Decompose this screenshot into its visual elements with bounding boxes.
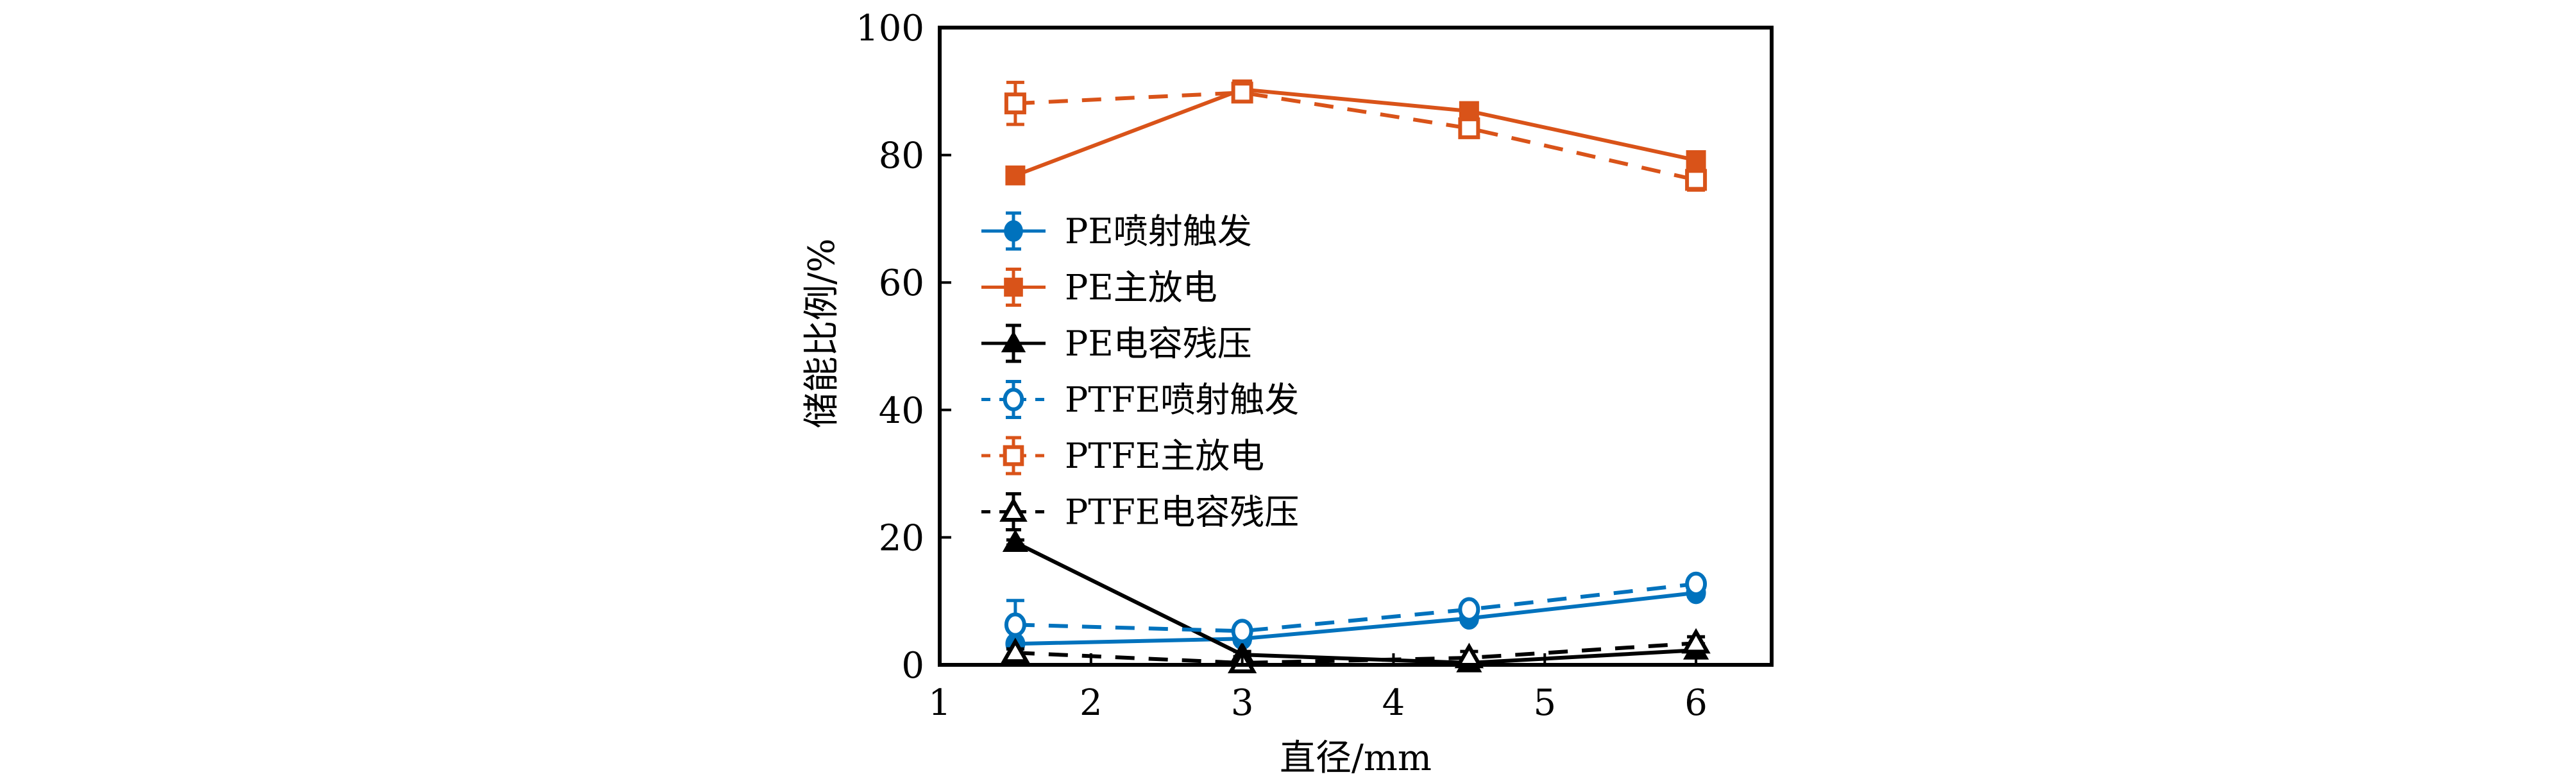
legend-label: PE喷射触发 bbox=[1065, 211, 1252, 252]
legend-label: PTFE电容残压 bbox=[1065, 492, 1299, 533]
legend-item: PTFE喷射触发 bbox=[981, 380, 1299, 420]
series-layer bbox=[1001, 79, 1711, 674]
data-point bbox=[1681, 628, 1711, 654]
x-tick-label: 5 bbox=[1533, 682, 1556, 724]
x-tick-label: 6 bbox=[1684, 682, 1707, 724]
legend-item: PE喷射触发 bbox=[981, 211, 1252, 252]
data-point bbox=[1459, 101, 1479, 121]
legend: PE喷射触发 PE主放电 PE电容残压 PTFE喷射触发 PTFE主放电 PTFE电容残压 bbox=[981, 211, 1299, 533]
legend-item: PE主放电 bbox=[981, 268, 1217, 308]
data-point bbox=[1231, 82, 1253, 104]
y-tick-label: 40 bbox=[879, 390, 924, 432]
y-tick-label: 80 bbox=[879, 135, 924, 177]
legend-marker bbox=[1001, 330, 1026, 352]
y-tick-label: 60 bbox=[879, 262, 924, 304]
data-point bbox=[1685, 169, 1707, 191]
data-point bbox=[1004, 92, 1026, 115]
x-tick-label: 3 bbox=[1231, 682, 1254, 724]
series-line bbox=[1015, 581, 1697, 633]
data-point bbox=[1458, 117, 1480, 139]
series-line bbox=[1015, 641, 1697, 665]
legend-item: PTFE电容残压 bbox=[981, 492, 1299, 533]
legend-label: PTFE主放电 bbox=[1065, 436, 1264, 476]
x-tick-label: 2 bbox=[1080, 682, 1103, 724]
y-axis-title: 储能比例/% bbox=[801, 238, 843, 428]
data-point bbox=[1005, 165, 1026, 185]
y-tick-label: 20 bbox=[879, 517, 924, 559]
data-point bbox=[1004, 612, 1026, 637]
series-line bbox=[1015, 590, 1697, 646]
legend-item: PE电容残压 bbox=[981, 323, 1252, 364]
legend-item: PTFE主放电 bbox=[981, 436, 1264, 476]
series-5 bbox=[1004, 80, 1707, 192]
x-axis-title: 直径/mm bbox=[1280, 737, 1432, 779]
data-point bbox=[1685, 571, 1707, 596]
y-tick-label: 100 bbox=[856, 8, 924, 49]
data-point bbox=[1001, 637, 1030, 664]
x-tick-label: 1 bbox=[928, 682, 951, 724]
series-line bbox=[1014, 87, 1697, 178]
legend-marker bbox=[999, 497, 1028, 522]
data-point bbox=[1231, 619, 1253, 644]
legend-label: PE电容残压 bbox=[1065, 323, 1252, 364]
data-point bbox=[1002, 529, 1028, 552]
plot-frame bbox=[938, 26, 1774, 667]
series-4 bbox=[1004, 571, 1707, 651]
series-2 bbox=[1005, 79, 1706, 185]
legend-marker bbox=[1004, 277, 1023, 297]
legend-label: PE主放电 bbox=[1065, 268, 1217, 308]
series-3 bbox=[1002, 529, 1709, 673]
series-line bbox=[1015, 90, 1697, 182]
y-tick-label: 0 bbox=[901, 645, 924, 687]
legend-marker bbox=[1004, 220, 1023, 242]
legend-marker bbox=[1003, 388, 1024, 411]
data-point bbox=[1686, 150, 1706, 171]
legend-marker bbox=[1003, 445, 1024, 467]
x-tick-label: 4 bbox=[1382, 682, 1405, 724]
legend-label: PTFE喷射触发 bbox=[1065, 380, 1299, 420]
data-point bbox=[1458, 597, 1480, 622]
